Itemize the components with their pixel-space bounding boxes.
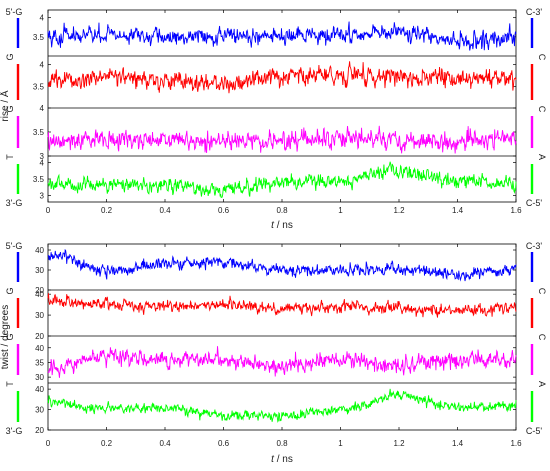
y-tick-label: 20 — [35, 286, 44, 295]
base-label-right: C — [537, 106, 547, 113]
strand-label-left-bottom: 3'-G — [6, 426, 23, 436]
series-line — [47, 21, 517, 51]
y-axis-label: twist / degrees — [0, 305, 11, 369]
series-panel: 20 30 40 T A — [5, 381, 547, 435]
series-panel: 20 30 40 — [16, 246, 534, 295]
x-tick-label: 1.2 — [393, 206, 405, 215]
series-line — [47, 248, 517, 282]
x-tick-label: 0.2 — [101, 206, 113, 215]
y-tick-label: 40 — [35, 344, 44, 353]
y-tick-label: 30 — [35, 406, 44, 415]
x-tick-label: 0 — [46, 206, 51, 215]
series-line — [47, 61, 517, 94]
x-tick-label: 0.6 — [218, 439, 230, 448]
base-label-right: A — [537, 154, 547, 160]
x-axis-label: t / ns — [271, 220, 293, 231]
series-panel: 3 3.5 4 T A — [5, 154, 547, 201]
x-tick-label: 1.6 — [510, 206, 522, 215]
strand-label-right-top: C-3' — [526, 7, 543, 17]
y-tick-label: 4 — [40, 104, 45, 113]
x-tick-label: 0.4 — [159, 206, 171, 215]
x-tick-label: 1 — [338, 439, 343, 448]
y-axis-label: rise / Å — [0, 90, 11, 121]
series-panel: 3.54 — [16, 14, 534, 51]
series-line — [47, 161, 517, 199]
base-label-right: C — [537, 54, 547, 61]
y-tick-label: 3 — [40, 152, 45, 161]
x-tick-label: 1.2 — [393, 439, 405, 448]
y-tick-label: 40 — [35, 246, 44, 255]
strand-label-right-top: C-3' — [526, 241, 543, 251]
x-axis-label-unit: / ns — [274, 454, 293, 465]
rise-figure: 3.543.54G C33.54G C33.54T A5'-G3'-GC-3'C-5'… — [0, 7, 547, 231]
base-label-left: G — [5, 53, 15, 60]
y-tick-label: 3.5 — [33, 128, 45, 137]
base-label-right: C — [537, 288, 547, 295]
y-tick-label: 3.5 — [33, 82, 45, 91]
x-axis-label-var: t — [271, 220, 275, 231]
series-panel: 30 35 40 G C — [5, 333, 547, 382]
y-tick-label: 4 — [40, 14, 45, 23]
x-tick-label: 0.6 — [218, 206, 230, 215]
y-tick-label: 40 — [35, 385, 44, 394]
y-tick-label: 20 — [35, 332, 44, 341]
base-label-left: T — [5, 381, 15, 387]
x-tick-label: 0.8 — [276, 206, 288, 215]
strand-label-right-bottom: C-5' — [526, 198, 543, 208]
x-tick-label: 0 — [46, 439, 51, 448]
y-tick-label: 35 — [35, 358, 44, 367]
y-tick-label: 40 — [35, 290, 44, 299]
y-tick-label: 30 — [35, 311, 44, 320]
y-tick-label: 30 — [35, 266, 44, 275]
strand-label-left-top: 5'-G — [6, 7, 23, 17]
y-tick-label: 4 — [40, 61, 45, 70]
base-label-right: A — [537, 381, 547, 387]
base-label-left: T — [5, 154, 15, 160]
y-tick-label: 3 — [40, 191, 45, 200]
y-tick-label: 20 — [35, 426, 44, 435]
y-tick-label: 3.5 — [33, 33, 45, 42]
base-label-left: G — [5, 333, 15, 340]
x-axis-label-var: t — [271, 454, 275, 465]
base-label-right: C — [537, 334, 547, 341]
base-label-left: G — [5, 287, 15, 294]
y-tick-label: 30 — [35, 373, 44, 382]
strand-label-left-top: 5'-G — [6, 241, 23, 251]
y-tick-label: 3.5 — [33, 175, 45, 184]
x-tick-label: 0.8 — [276, 439, 288, 448]
base-label-left: G — [5, 105, 15, 112]
x-axis-label: t / ns — [271, 454, 293, 465]
y-tick-label: 4 — [40, 159, 45, 168]
x-tick-label: 1.4 — [452, 439, 464, 448]
series-line — [47, 293, 517, 318]
strand-label-left-bottom: 3'-G — [6, 198, 23, 208]
series-panel: 20 30 40 G C — [5, 287, 547, 341]
series-line — [47, 346, 517, 378]
x-tick-label: 0.2 — [101, 439, 113, 448]
x-axis-label-unit: / ns — [274, 220, 293, 231]
series-line — [47, 125, 517, 154]
x-tick-label: 0.4 — [159, 439, 171, 448]
x-tick-label: 1.4 — [452, 206, 464, 215]
series-panel: 3.5 4 G C — [5, 53, 547, 100]
x-tick-label: 1 — [338, 206, 343, 215]
series-panel: 3 3.5 4 G C — [5, 104, 547, 161]
series-line — [47, 388, 517, 423]
strand-label-right-bottom: C-5' — [526, 426, 543, 436]
x-tick-label: 1.6 — [510, 439, 522, 448]
